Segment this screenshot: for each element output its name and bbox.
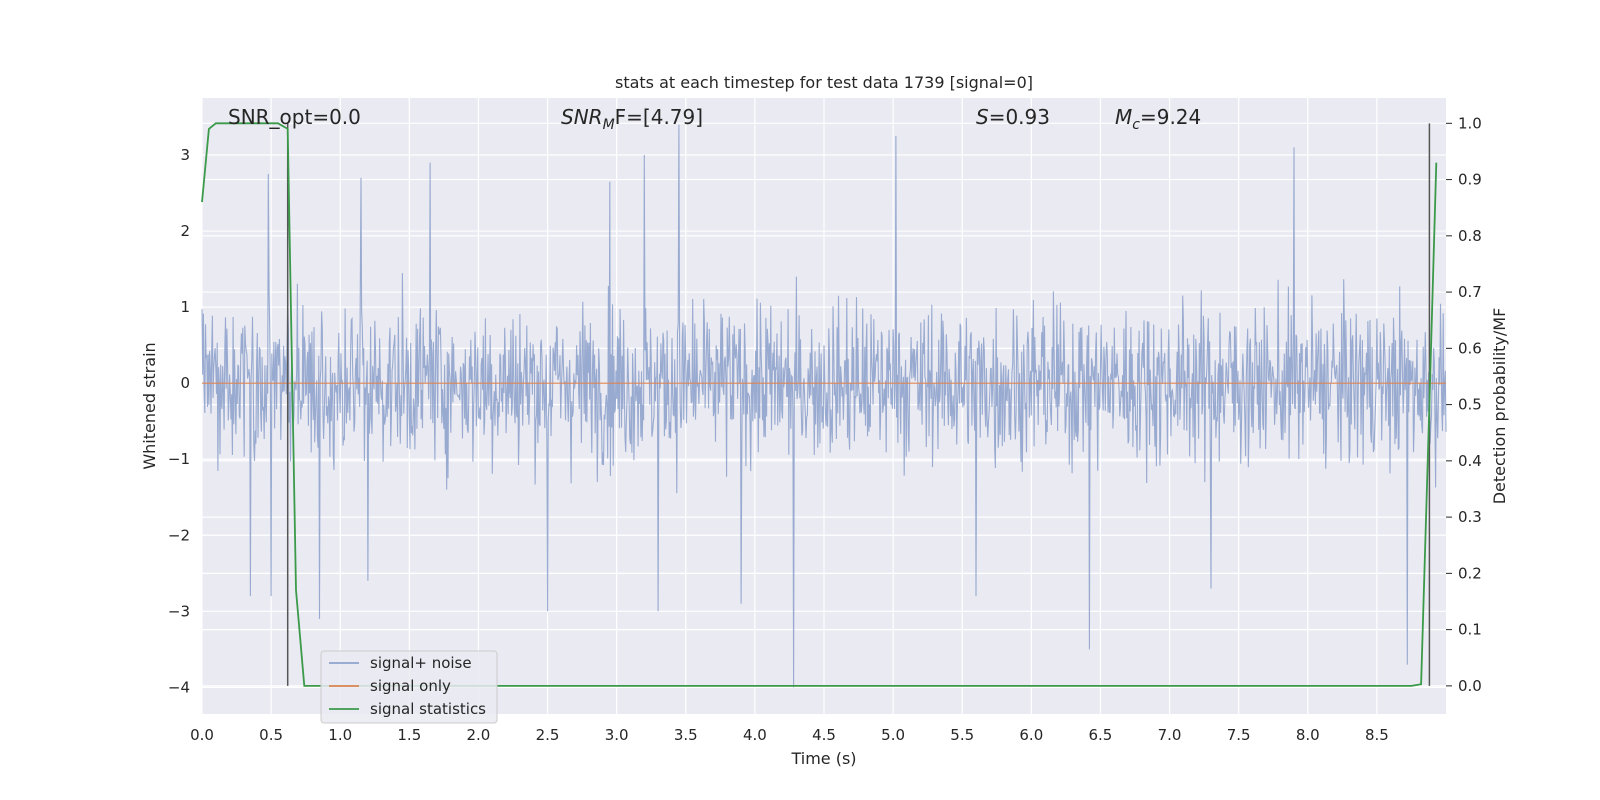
y2-tick-label: 0.5	[1458, 396, 1482, 414]
annotation-snr-mf-main: SNR	[561, 105, 603, 129]
legend-box	[320, 650, 498, 724]
x-tick-label: 8.5	[1365, 726, 1389, 744]
x-tick-label: 2.5	[536, 726, 560, 744]
y-tick-label: −2	[168, 526, 190, 544]
annotation-snr-opt: SNR_opt=0.0	[228, 105, 361, 129]
y2-tick-label: 1.0	[1458, 114, 1482, 132]
y2-tick-label: 0.8	[1458, 227, 1482, 245]
annotation-mc-sub: c	[1132, 117, 1140, 133]
x-tick-label: 0.5	[259, 726, 283, 744]
x-tick-label: 7.0	[1158, 726, 1182, 744]
x-tick-label: 8.0	[1296, 726, 1320, 744]
x-axis-ticks: 0.0 0.5 1.0 1.5 2.0 2.5 3.0 3.5 4.0 4.5 5.0 5.5 6.0 6…	[190, 726, 1389, 744]
y-tick-label: 1	[180, 298, 190, 316]
x-axis-label: Time (s)	[790, 749, 856, 768]
y-tick-label: 3	[180, 146, 190, 164]
y-axis-ticks: 3 2 1 0 −1 −2 −3 −4	[168, 146, 190, 696]
annotation-s: S=0.93	[976, 105, 1050, 129]
noise-line	[201, 124, 1447, 688]
legend-label-signal-noise: signal+ noise	[370, 654, 472, 672]
signal-statistics-line	[201, 122, 1438, 687]
y-tick-label: 2	[180, 222, 190, 240]
y-tick-label: −1	[168, 450, 190, 468]
y2-tick-label: 0.0	[1458, 677, 1482, 695]
x-tick-label: 7.5	[1227, 726, 1251, 744]
x-tick-label: 0.0	[190, 726, 214, 744]
series-signal-statistics	[201, 122, 1438, 687]
annotation-snr-mf-rest: F=[4.79]	[615, 105, 703, 129]
x-tick-label: 2.0	[467, 726, 491, 744]
y2-axis-label: Detection probability/MF	[1490, 308, 1509, 505]
y-axis-label: Whitened strain	[140, 342, 159, 469]
y2-tick-label: 0.4	[1458, 452, 1482, 470]
x-tick-label: 5.0	[881, 726, 905, 744]
y2-tick-label: 0.6	[1458, 339, 1482, 357]
y2-tick-label: 0.7	[1458, 283, 1482, 301]
x-tick-label: 3.5	[674, 726, 698, 744]
y-tick-label: −3	[168, 602, 190, 620]
legend: signal+ noise signal only signal statist…	[320, 650, 498, 724]
x-tick-label: 6.0	[1019, 726, 1043, 744]
annotation-s-rest: =0.93	[989, 105, 1050, 129]
legend-label-signal-statistics: signal statistics	[370, 700, 486, 718]
x-tick-label: 1.0	[328, 726, 352, 744]
annotation-mc: Mc=9.24	[1115, 105, 1201, 133]
x-tick-label: 4.0	[743, 726, 767, 744]
series-signal-noise	[201, 124, 1447, 688]
x-tick-label: 3.0	[605, 726, 629, 744]
y-tick-label: 0	[180, 374, 190, 392]
y-tick-label: −4	[168, 678, 190, 696]
x-tick-label: 6.5	[1089, 726, 1113, 744]
y2-tick-label: 0.9	[1458, 171, 1482, 189]
chart-title: stats at each timestep for test data 173…	[615, 73, 1033, 92]
x-tick-label: 1.5	[397, 726, 421, 744]
annotation-snr-mf-sub: M	[603, 117, 615, 133]
y2-axis-ticks: 1.0 0.9 0.8 0.7 0.6 0.5 0.4 0.3 0.2 0.1 0.0	[1446, 114, 1482, 695]
annotation-mc-rest: =9.24	[1140, 105, 1201, 129]
annotation-mc-main: M	[1115, 105, 1132, 129]
annotation-s-main: S	[976, 105, 989, 129]
annotation-snr-mf: SNRMF=[4.79]	[561, 105, 703, 133]
x-tick-label: 4.5	[812, 726, 836, 744]
y2-tick-label: 0.2	[1458, 564, 1482, 582]
x-tick-label: 5.5	[950, 726, 974, 744]
legend-label-signal-only: signal only	[370, 677, 451, 695]
y2-tick-label: 0.1	[1458, 621, 1482, 639]
y2-tick-label: 0.3	[1458, 508, 1482, 526]
